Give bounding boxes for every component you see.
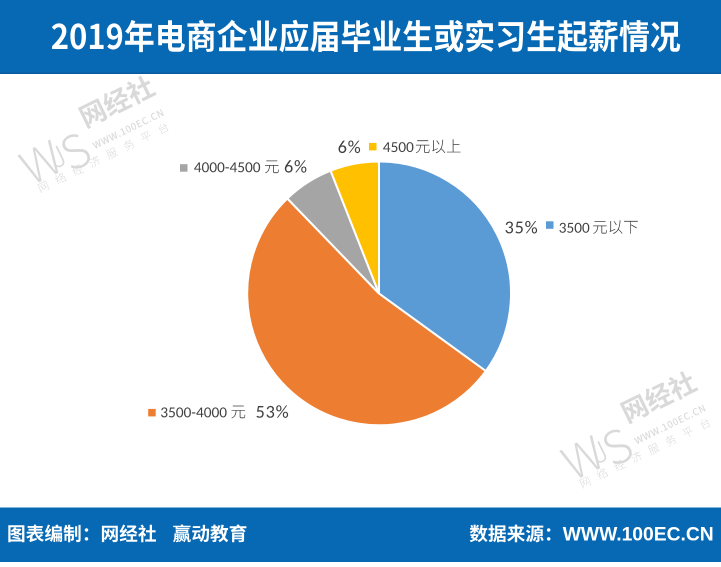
- svg-text:WWW.100EC.CN: WWW.100EC.CN: [563, 525, 714, 546]
